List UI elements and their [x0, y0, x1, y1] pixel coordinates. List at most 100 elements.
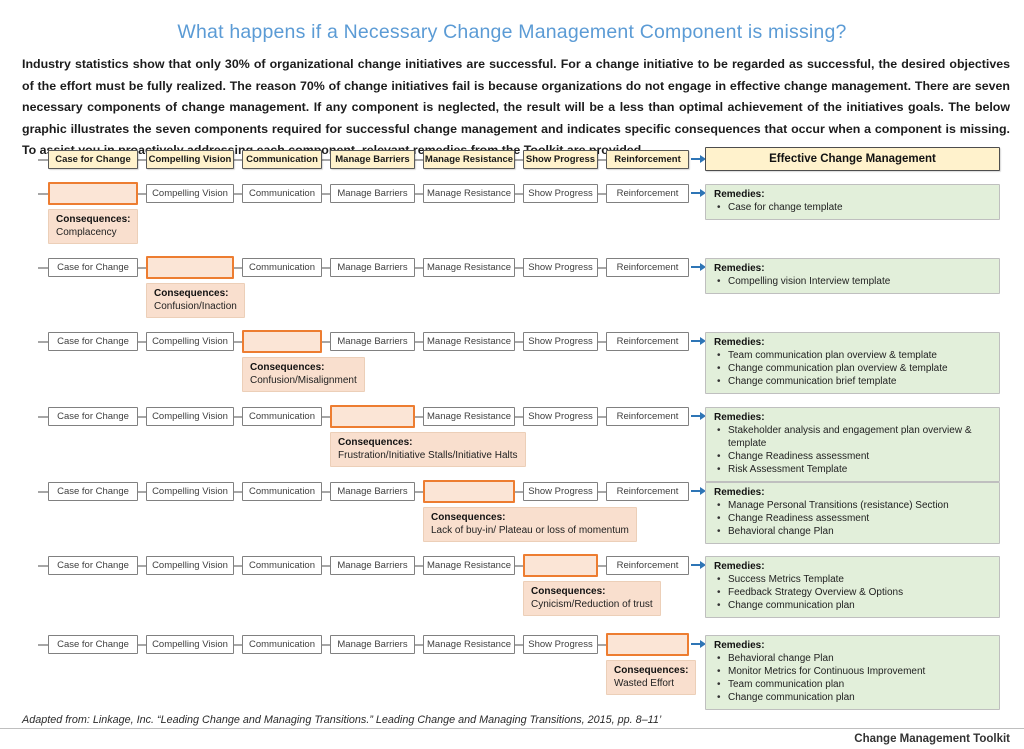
connector-line: [38, 267, 48, 269]
connector-line: [515, 644, 523, 646]
flow-arrow-icon: [700, 263, 706, 271]
component-box: Compelling Vision: [146, 184, 234, 203]
consequences-text: Lack of buy-in/ Plateau or loss of momen…: [431, 525, 629, 536]
connector-line: [322, 644, 330, 646]
connector-line: [234, 491, 242, 493]
component-box: Communication: [242, 258, 322, 277]
connector-line: [598, 491, 606, 493]
component-box: Manage Barriers: [330, 258, 415, 277]
consequences-text: Wasted Effort: [614, 678, 675, 689]
consequences-box: Consequences: Confusion/Misalignment: [242, 357, 365, 392]
flow-arrow-icon: [700, 155, 706, 163]
connector-line: [415, 644, 423, 646]
flow-arrow-icon: [691, 415, 700, 417]
remedy-item: Change communication plan: [714, 599, 991, 612]
component-box: Manage Resistance: [423, 635, 515, 654]
component-box-header: Manage Barriers: [330, 150, 415, 169]
component-box: Manage Barriers: [330, 635, 415, 654]
component-box: Compelling Vision: [146, 635, 234, 654]
remedies-heading: Remedies:: [714, 561, 765, 572]
component-box: Manage Resistance: [423, 258, 515, 277]
missing-component-box: [330, 405, 415, 428]
connector-line: [415, 193, 423, 195]
flow-arrow-icon: [700, 189, 706, 197]
citation: Adapted from: Linkage, Inc. “Leading Cha…: [22, 714, 662, 726]
connector-line: [415, 341, 423, 343]
connector-line: [138, 565, 146, 567]
connector-line: [138, 159, 146, 161]
consequences-box: Consequences: Lack of buy-in/ Plateau or …: [423, 507, 637, 542]
component-box-header: Manage Resistance: [423, 150, 515, 169]
flow-arrow-icon: [691, 266, 700, 268]
connector-line: [38, 644, 48, 646]
connector-line: [234, 193, 242, 195]
connector-line: [38, 159, 48, 161]
component-box: Show Progress: [523, 482, 598, 501]
consequences-text: Frustration/Initiative Stalls/Initiative…: [338, 450, 518, 461]
connector-line: [515, 416, 523, 418]
consequences-text: Confusion/Misalignment: [250, 375, 357, 386]
footer-divider: [0, 728, 1024, 729]
connector-line: [515, 565, 523, 567]
component-box: Show Progress: [523, 258, 598, 277]
consequences-heading: Consequences:: [431, 512, 506, 523]
component-box: Show Progress: [523, 184, 598, 203]
remedies-box: Remedies:Manage Personal Transitions (re…: [705, 482, 1000, 544]
connector-line: [598, 416, 606, 418]
remedy-item: Change Readiness assessment: [714, 450, 991, 463]
remedies-box: Remedies:Case for change template: [705, 184, 1000, 220]
missing-component-box: [606, 633, 689, 656]
page-title: What happens if a Necessary Change Manag…: [177, 21, 847, 44]
component-box: Reinforcement: [606, 184, 689, 203]
connector-line: [322, 341, 330, 343]
connector-line: [598, 159, 606, 161]
flow-arrow-icon: [691, 564, 700, 566]
remedies-heading: Remedies:: [714, 640, 765, 651]
flow-arrow-icon: [700, 487, 706, 495]
remedy-item: Behavioral change Plan: [714, 652, 991, 665]
consequences-box: Consequences: Cynicism/Reduction of trust: [523, 581, 661, 616]
connector-line: [515, 491, 523, 493]
component-box-header: Show Progress: [523, 150, 598, 169]
component-box: Reinforcement: [606, 258, 689, 277]
missing-component-box: [242, 330, 322, 353]
connector-line: [234, 565, 242, 567]
component-box: Show Progress: [523, 635, 598, 654]
connector-line: [138, 491, 146, 493]
flow-arrow-icon: [700, 412, 706, 420]
connector-line: [234, 159, 242, 161]
remedies-heading: Remedies:: [714, 337, 765, 348]
connector-line: [415, 416, 423, 418]
component-box: Communication: [242, 482, 322, 501]
connector-line: [598, 267, 606, 269]
remedy-item: Change communication plan overview & tem…: [714, 362, 991, 375]
component-box: Communication: [242, 184, 322, 203]
consequences-text: Confusion/Inaction: [154, 301, 237, 312]
connector-line: [415, 565, 423, 567]
connector-line: [322, 491, 330, 493]
remedies-heading: Remedies:: [714, 487, 765, 498]
remedies-heading: Remedies:: [714, 189, 765, 200]
component-box-header: Compelling Vision: [146, 150, 234, 169]
missing-component-box: [146, 256, 234, 279]
consequences-heading: Consequences:: [531, 586, 606, 597]
remedy-item: Change communication brief template: [714, 375, 991, 388]
connector-line: [415, 491, 423, 493]
connector-line: [322, 416, 330, 418]
component-box: Compelling Vision: [146, 332, 234, 351]
component-box: Reinforcement: [606, 482, 689, 501]
connector-line: [38, 416, 48, 418]
connector-line: [38, 341, 48, 343]
remedies-box: Remedies:Behavioral change PlanMonitor M…: [705, 635, 1000, 710]
remedy-item: Manage Personal Transitions (resistance)…: [714, 499, 991, 512]
component-box: Communication: [242, 556, 322, 575]
component-box: Reinforcement: [606, 407, 689, 426]
remedy-item: Feedback Strategy Overview & Options: [714, 586, 991, 599]
connector-line: [234, 267, 242, 269]
consequences-box: Consequences: Confusion/Inaction: [146, 283, 245, 318]
component-box: Compelling Vision: [146, 407, 234, 426]
remedies-box: Remedies:Compelling vision Interview tem…: [705, 258, 1000, 294]
connector-line: [515, 267, 523, 269]
flow-arrow-icon: [691, 192, 700, 194]
